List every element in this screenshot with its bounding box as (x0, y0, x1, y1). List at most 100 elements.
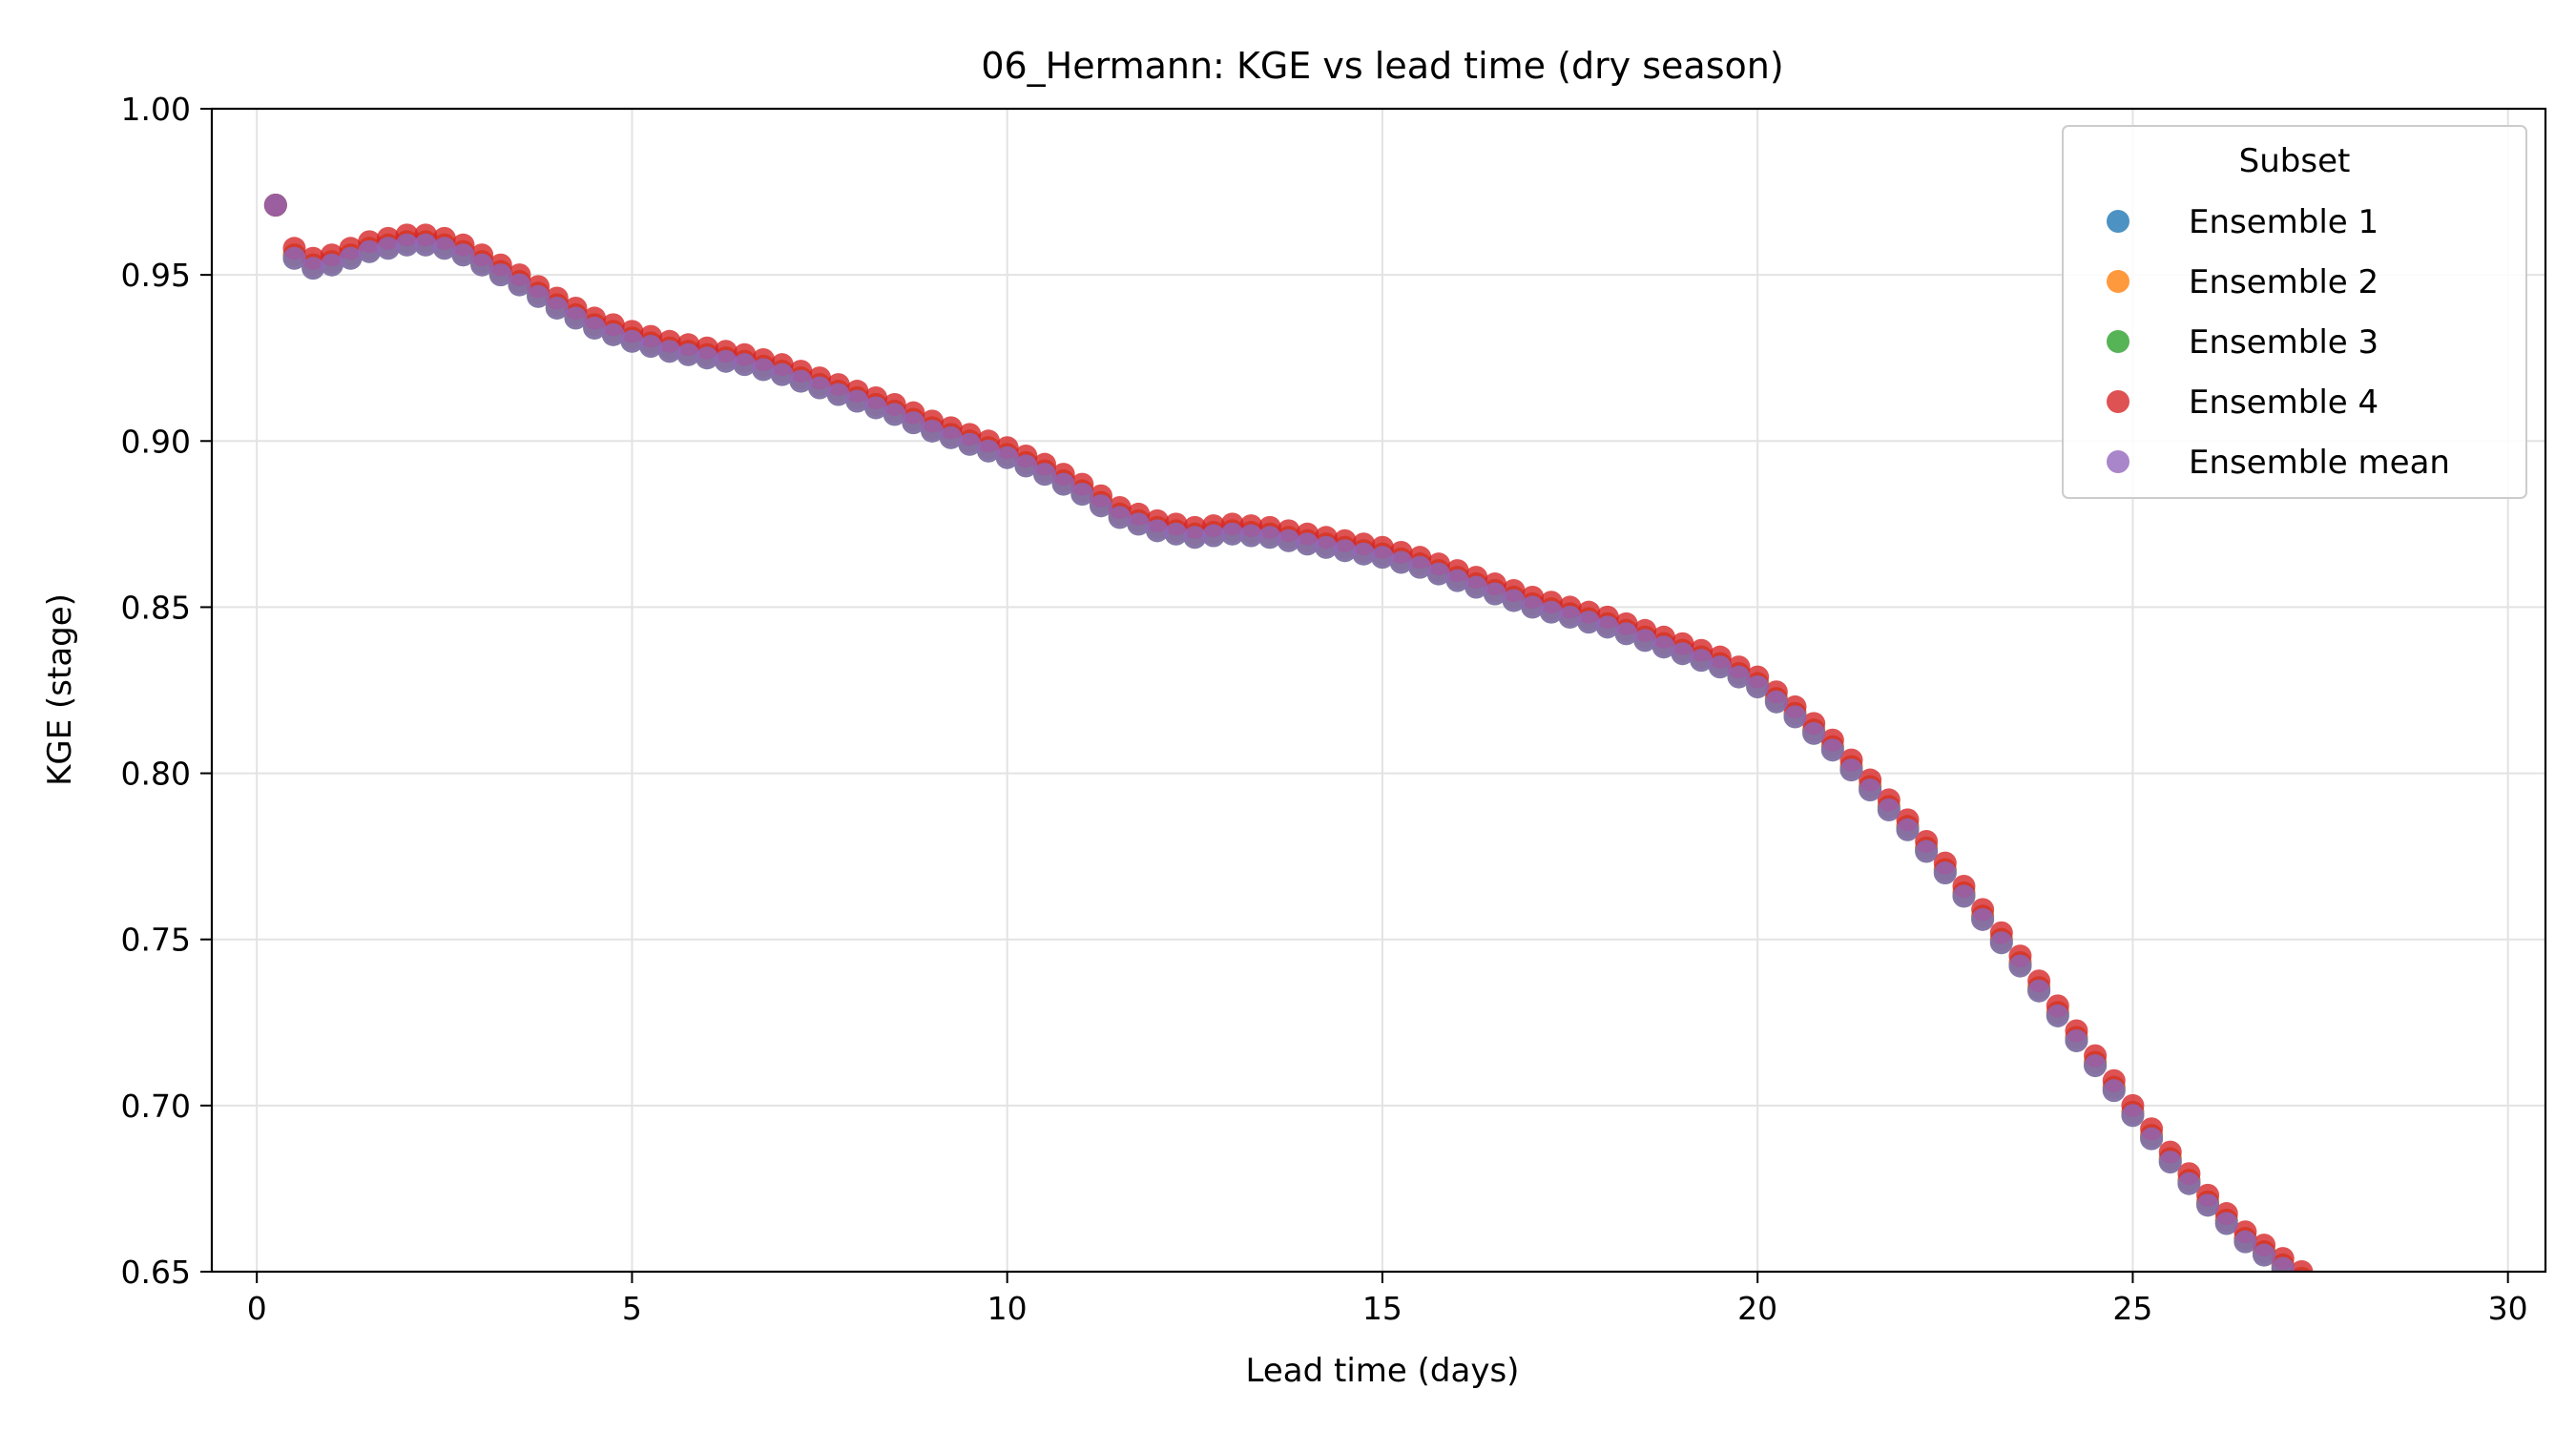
data-point (2102, 1079, 2126, 1103)
data-point (1896, 818, 1920, 841)
x-tick-label: 5 (622, 1290, 642, 1327)
data-point (2008, 954, 2032, 978)
data-point (1933, 861, 1957, 885)
data-point (657, 340, 681, 363)
legend: Subset Ensemble 1 Ensemble 2 Ensemble 3 Ens… (2062, 125, 2527, 499)
data-point (1352, 542, 1376, 566)
legend-marker (2107, 210, 2129, 233)
chart-title: 06_Hermann: KGE vs lead time (dry season… (981, 45, 1783, 87)
data-point (1483, 582, 1506, 606)
data-point (1915, 840, 1939, 863)
data-point (263, 194, 287, 218)
data-point (883, 403, 906, 426)
data-point (508, 273, 531, 297)
legend-box (2062, 125, 2527, 499)
data-point (1033, 463, 1057, 487)
data-point (676, 342, 700, 366)
data-point (376, 237, 400, 260)
x-tick-label: 10 (987, 1290, 1028, 1327)
data-point (1445, 569, 1469, 592)
data-point (770, 363, 794, 386)
y-axis-label: KGE (stage) (41, 593, 79, 786)
data-point (1577, 611, 1601, 634)
data-point (1145, 519, 1169, 543)
data-point (545, 296, 569, 320)
data-point (2177, 1172, 2201, 1195)
data-point (1764, 690, 1788, 714)
data-point (1070, 483, 1094, 507)
data-point (1521, 595, 1545, 619)
legend-marker (2107, 270, 2129, 293)
data-point (1877, 798, 1901, 821)
data-point (2084, 1054, 2108, 1078)
axis-ticks: 0 5 10 15 20 25 30 0.65 0.70 0.75 0.80 0.85 0.90 0.95… (121, 91, 2528, 1327)
data-point (1277, 529, 1300, 552)
x-axis-label: Lead time (days) (1246, 1352, 1520, 1390)
data-point (1502, 589, 1526, 612)
data-point (1952, 884, 1976, 908)
x-tick-label: 15 (1362, 1290, 1402, 1327)
data-point (1220, 522, 1244, 546)
data-point (1408, 555, 1432, 579)
y-tick-label: 0.80 (121, 756, 191, 793)
data-point (1971, 907, 1995, 931)
legend-marker (2107, 330, 2129, 353)
data-point (639, 335, 663, 359)
data-point (1239, 524, 1263, 548)
legend-marker (2107, 450, 2129, 473)
data-point (1370, 546, 1394, 570)
data-point (2121, 1104, 2145, 1128)
x-tick-label: 25 (2112, 1290, 2152, 1327)
x-tick-label: 20 (1737, 1290, 1777, 1327)
data-point (1108, 506, 1132, 529)
data-point (1859, 778, 1882, 801)
data-point (1558, 605, 1582, 629)
data-point (2140, 1127, 2164, 1151)
data-point (1127, 512, 1151, 536)
data-point (1164, 522, 1188, 546)
data-point (1089, 494, 1112, 518)
data-point (2027, 979, 2051, 1003)
data-point (808, 376, 832, 400)
data-point (1296, 532, 1319, 556)
data-point (1633, 629, 1657, 653)
data-point (2233, 1230, 2257, 1254)
data-point (414, 233, 438, 257)
data-point (1839, 758, 1863, 782)
data-point (2065, 1028, 2088, 1052)
data-point (1051, 472, 1075, 496)
data-point (2196, 1193, 2220, 1217)
legend-label: Ensemble 4 (2189, 384, 2379, 422)
data-point (733, 353, 757, 377)
data-point (564, 306, 588, 330)
x-tick-label: 30 (2488, 1290, 2528, 1327)
series-ensemble-mean (263, 194, 2308, 1272)
legend-title: Subset (2239, 142, 2351, 180)
data-point (977, 439, 1001, 463)
data-point (958, 432, 982, 456)
y-tick-label: 0.95 (121, 257, 191, 294)
data-point (1465, 575, 1488, 599)
legend-label: Ensemble 1 (2189, 203, 2379, 241)
data-point (1183, 526, 1207, 550)
data-point (1014, 454, 1038, 478)
data-point (339, 246, 363, 270)
data-point (1652, 635, 1675, 659)
y-tick-label: 0.70 (121, 1088, 191, 1125)
data-point (301, 257, 325, 280)
data-point (1426, 562, 1450, 586)
data-point (845, 389, 869, 413)
x-tick-label: 0 (247, 1290, 267, 1327)
data-point (714, 349, 737, 373)
data-point (1783, 705, 1807, 729)
legend-label: Ensemble 2 (2189, 263, 2379, 301)
data-point (921, 419, 945, 443)
data-point (752, 358, 776, 382)
data-point (432, 237, 456, 260)
data-point (2158, 1151, 2182, 1174)
data-point (1333, 539, 1357, 563)
data-point (2290, 1260, 2314, 1272)
data-point (320, 253, 343, 277)
data-point (2214, 1212, 2238, 1235)
